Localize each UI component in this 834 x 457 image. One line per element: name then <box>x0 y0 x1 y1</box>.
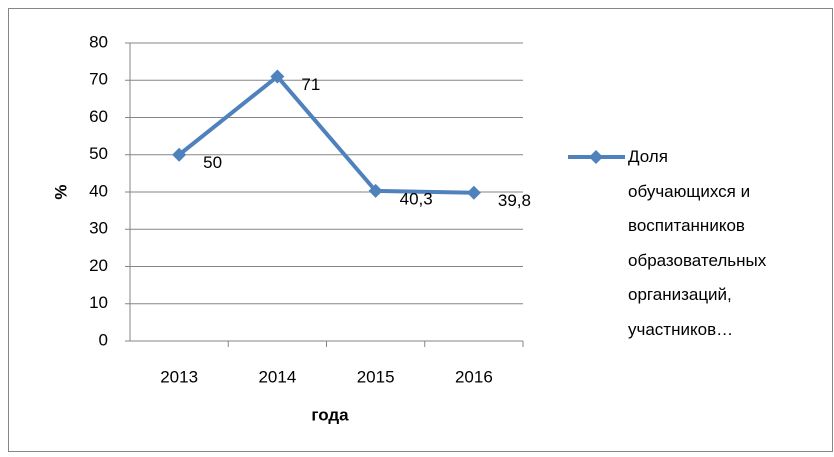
marker <box>368 183 383 198</box>
y-tick-label: 80 <box>89 32 108 51</box>
marker <box>466 185 481 200</box>
y-tick-label: 0 <box>99 330 108 349</box>
y-tick-label: 60 <box>89 107 108 126</box>
marker <box>172 147 187 162</box>
y-axis-label: % <box>51 184 70 199</box>
x-tick-label: 2014 <box>258 367 296 386</box>
y-tick-label: 10 <box>89 293 108 312</box>
data-label: 39,8 <box>498 191 531 210</box>
data-label: 50 <box>203 153 222 172</box>
x-tick-label: 2013 <box>160 367 198 386</box>
x-axis-label: года <box>311 405 349 424</box>
y-tick-label: 50 <box>89 144 108 163</box>
y-tick-label: 70 <box>89 70 108 89</box>
data-label: 40,3 <box>400 189 433 208</box>
y-tick-label: 30 <box>89 219 108 238</box>
chart-frame <box>8 8 833 452</box>
x-tick-label: 2016 <box>455 367 493 386</box>
y-tick-label: 20 <box>89 256 108 275</box>
x-tick-label: 2015 <box>357 367 395 386</box>
legend-label: Доля обучающихся и воспитанников образов… <box>628 147 767 339</box>
marker <box>589 150 603 164</box>
marker <box>270 69 285 84</box>
data-label: 71 <box>301 75 320 94</box>
series-line <box>177 74 474 195</box>
y-tick-label: 40 <box>89 181 108 200</box>
